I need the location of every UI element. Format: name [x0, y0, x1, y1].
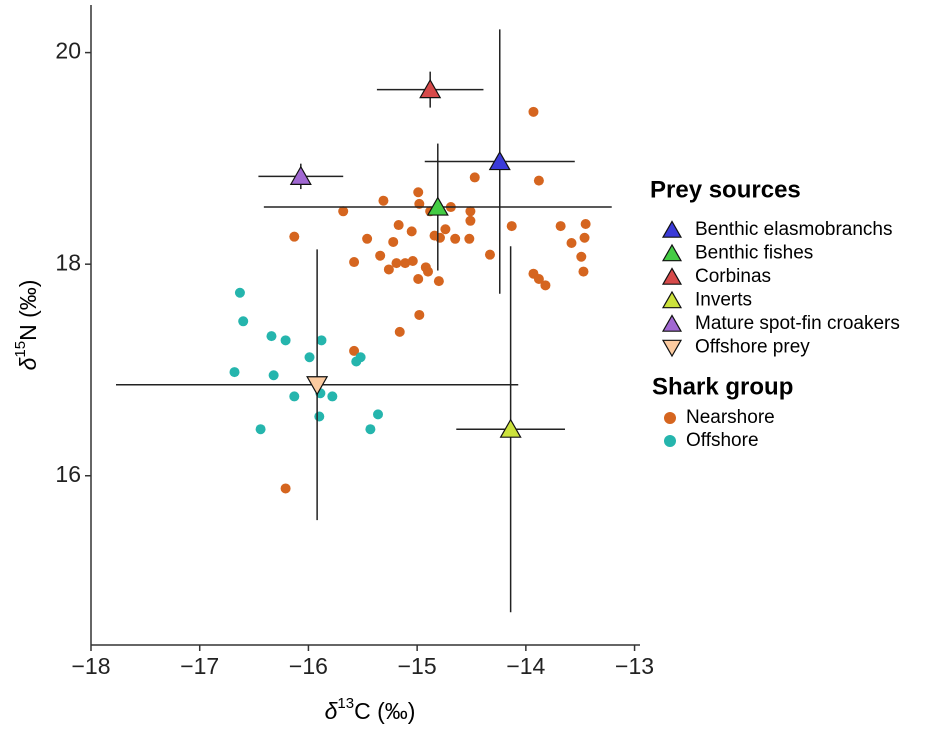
y-label-part: 15 [12, 341, 29, 358]
point [280, 483, 291, 494]
prey-marker [419, 78, 442, 99]
legend-swatch [664, 435, 676, 447]
point [413, 273, 424, 284]
point [229, 367, 240, 378]
point [506, 221, 517, 232]
point [391, 258, 402, 269]
y-tick-label: 16 [55, 461, 81, 487]
legend-title: Prey sources [650, 176, 801, 203]
point [433, 276, 444, 287]
point [314, 411, 325, 422]
point [578, 266, 589, 277]
point [464, 233, 475, 244]
point [533, 175, 544, 186]
point [465, 206, 476, 217]
legend-swatch [664, 412, 676, 424]
y-label-part: N (‰) [15, 280, 41, 341]
point [576, 251, 587, 262]
point [469, 172, 480, 183]
point [388, 236, 399, 247]
legend-label: Offshore [686, 430, 759, 451]
point [304, 352, 315, 363]
legend-label: Nearshore [686, 407, 775, 428]
point [365, 424, 376, 435]
point [528, 106, 539, 117]
x-tick-label: −16 [289, 653, 328, 679]
point [362, 233, 373, 244]
point [266, 331, 277, 342]
y-tick-label: 18 [55, 249, 81, 275]
point [394, 326, 405, 337]
point [373, 409, 384, 420]
point [434, 232, 445, 243]
point [338, 206, 349, 217]
x-tick-label: −13 [615, 653, 654, 679]
legend-swatch [661, 314, 683, 332]
x-tick-label: −15 [398, 653, 437, 679]
prey-marker [488, 150, 511, 171]
point [406, 226, 417, 237]
x-label-part: 13 [337, 695, 354, 712]
y-label-part: δ [15, 357, 41, 370]
point [375, 250, 386, 261]
legend-swatch [661, 220, 683, 238]
point [351, 356, 362, 367]
point [238, 316, 249, 327]
point [533, 273, 544, 284]
point [580, 218, 591, 229]
point [414, 309, 425, 320]
y-tick-label: 20 [55, 38, 81, 64]
x-tick-label: −17 [180, 653, 219, 679]
legend-swatch [661, 290, 683, 309]
x-tick-label: −14 [506, 653, 545, 679]
legend-swatch [661, 267, 683, 285]
point [255, 424, 266, 435]
point [450, 233, 461, 244]
point [484, 249, 495, 260]
point [327, 391, 338, 402]
point [393, 220, 404, 231]
point [566, 238, 577, 249]
point [407, 256, 418, 266]
prey-marker [426, 196, 449, 216]
point [413, 187, 424, 198]
legend-title: Shark group [652, 373, 793, 400]
point [280, 335, 291, 346]
legend-label: Benthic elasmobranchs [695, 219, 893, 240]
point [316, 335, 327, 346]
legend-label: Offshore prey [695, 337, 810, 358]
point [423, 266, 434, 277]
point [378, 195, 389, 206]
point [234, 287, 245, 298]
point [555, 221, 566, 232]
x-label-part: C (‰) [354, 698, 415, 724]
legend-label: Benthic fishes [695, 243, 813, 264]
point [465, 215, 476, 226]
point [289, 391, 300, 402]
x-label-part: δ [325, 698, 338, 724]
point [579, 232, 590, 243]
prey-marker [306, 376, 329, 396]
y-axis-label: δ15N (‰) [12, 280, 41, 371]
prey-marker [499, 418, 522, 438]
point [540, 280, 551, 291]
point [349, 345, 360, 356]
x-axis-label: δ13C (‰) [325, 695, 416, 724]
x-tick-label: −18 [71, 653, 110, 679]
legend-label: Corbinas [695, 266, 771, 287]
point [349, 257, 360, 268]
legend-label: Inverts [695, 290, 752, 311]
point [383, 264, 394, 275]
point [289, 231, 300, 242]
point [400, 258, 411, 269]
point [440, 224, 451, 235]
prey-marker [289, 165, 312, 185]
point [268, 370, 279, 381]
legend-label: Mature spot-fin croakers [695, 313, 900, 334]
legend-swatch [661, 339, 683, 358]
legend-swatch [661, 243, 683, 262]
